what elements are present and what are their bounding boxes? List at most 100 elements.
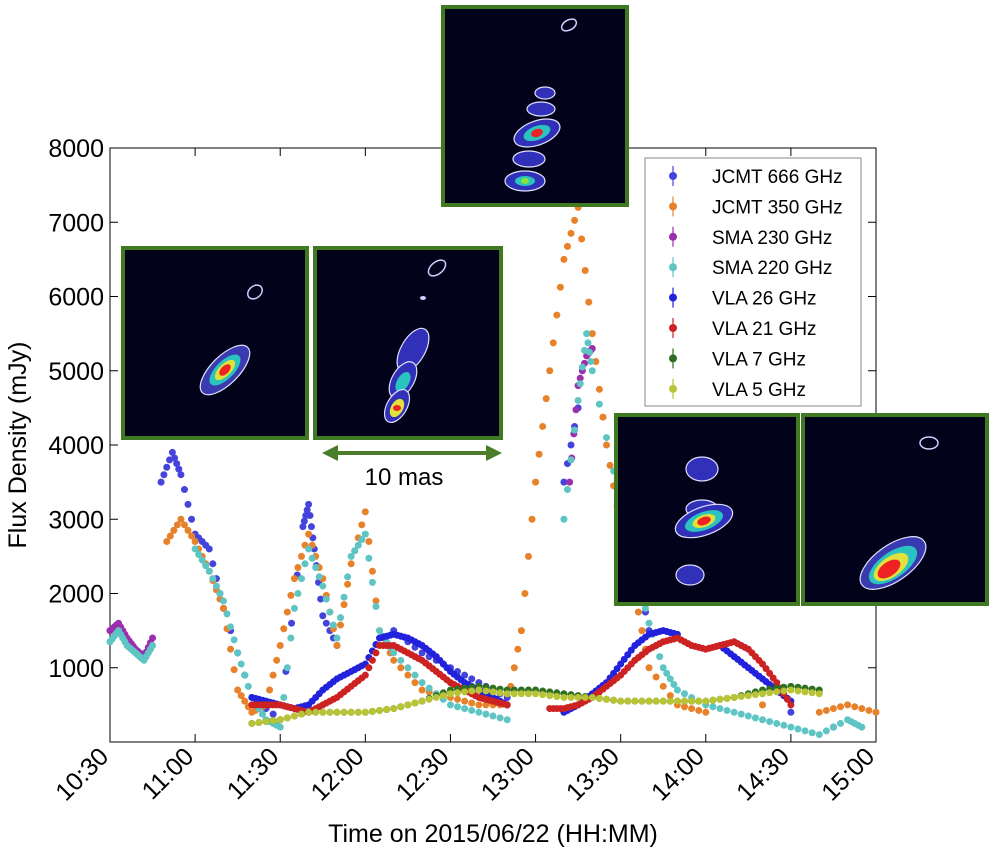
data-point [248,719,256,727]
data-point-interp [567,229,575,237]
data-point [446,690,454,698]
y-tick-label: 1000 [48,655,104,683]
data-point [759,701,767,709]
data-point-interp [517,690,525,698]
data-point-interp [266,686,274,694]
data-point [276,716,284,724]
data-point-interp [344,573,352,581]
data-point [149,641,157,649]
data-point [205,567,213,575]
data-point-interp [372,597,380,605]
data-point-interp [801,688,809,696]
data-point [759,716,767,724]
x-tick-label: 11:00 [137,742,200,805]
data-point [574,396,582,404]
data-point-interp [255,719,263,727]
data-point-interp [578,363,586,371]
data-point [773,679,781,687]
data-point [319,612,327,620]
data-point-interp [808,689,816,697]
y-axis-label: Flux Density (mJy) [4,342,32,549]
data-point-interp [294,564,302,572]
data-point [702,708,710,716]
data-point [390,705,398,713]
data-point [503,716,511,724]
data-point [276,641,284,649]
data-point [787,708,795,716]
data-point [532,690,540,698]
data-point-interp [383,706,391,714]
data-point-interp [269,710,277,718]
data-point-interp [166,532,174,540]
vlbi-image-inset-4 [614,413,800,606]
data-point-interp [716,705,724,713]
data-point-interp [610,696,618,704]
data-point-interp [688,697,696,705]
data-point [560,693,568,701]
data-point [333,641,341,649]
data-point-interp [858,705,866,713]
data-point [475,701,483,709]
x-tick-label: 12:00 [306,742,370,806]
data-point [617,697,625,705]
data-point-interp [695,706,703,714]
data-point [673,697,681,705]
data-point-interp [411,671,419,679]
data-point-interp [376,706,384,714]
legend-label: SMA 220 GHz [712,258,832,279]
x-tick-label: 14:00 [646,742,710,806]
data-point [588,367,596,375]
data-point [361,671,369,679]
data-point-interp [290,712,298,720]
data-point-interp [766,718,774,726]
data-point-interp [681,690,688,698]
data-point-interp [230,636,238,644]
data-point-interp [315,573,323,581]
data-point-interp [801,727,809,735]
data-point-interp [198,556,206,564]
data-point-interp [188,515,196,523]
data-point-interp [269,717,277,725]
data-point-interp [567,456,575,464]
data-point [602,441,610,449]
data-point-interp [468,675,476,683]
data-point-interp [171,454,179,462]
x-tick-label: 11:30 [222,742,285,805]
data-point-interp [659,697,667,705]
data-point-interp [340,708,348,716]
data-point-interp [539,422,547,430]
series-layer [106,203,880,739]
vlbi-image-inset-2 [313,246,503,440]
data-point-interp [829,705,837,713]
data-point-interp [298,552,305,560]
data-point-interp [173,521,181,529]
vlbi-image-inset-5 [801,413,989,606]
data-point [219,597,227,605]
data-point [872,708,880,716]
x-axis-label: Time on 2015/06/22 (HH:MM) [328,820,658,848]
vlbi-map-5 [859,436,939,590]
data-point [815,690,823,698]
data-point-interp [602,434,610,442]
data-point-interp [329,621,337,629]
data-point-interp [783,695,791,703]
data-point-interp [723,694,731,702]
series-jcmt-350-ghz [163,203,880,716]
data-point-interp [365,554,373,562]
data-point-interp [521,590,529,597]
data-point [347,552,355,560]
data-point-interp [368,656,376,664]
data-point-interp [262,718,270,726]
data-point-interp [584,339,592,347]
data-point-interp [780,687,788,695]
data-point [276,723,284,731]
data-point-interp [837,719,845,727]
vlbi-image-inset-1 [121,246,309,440]
data-point-interp [227,645,235,653]
data-point [418,679,426,687]
data-point-interp [496,714,504,722]
data-point-interp [300,517,308,525]
scale-bar-label: 10 mas [365,464,444,491]
data-point-interp [404,701,412,709]
data-point-interp [216,590,224,597]
